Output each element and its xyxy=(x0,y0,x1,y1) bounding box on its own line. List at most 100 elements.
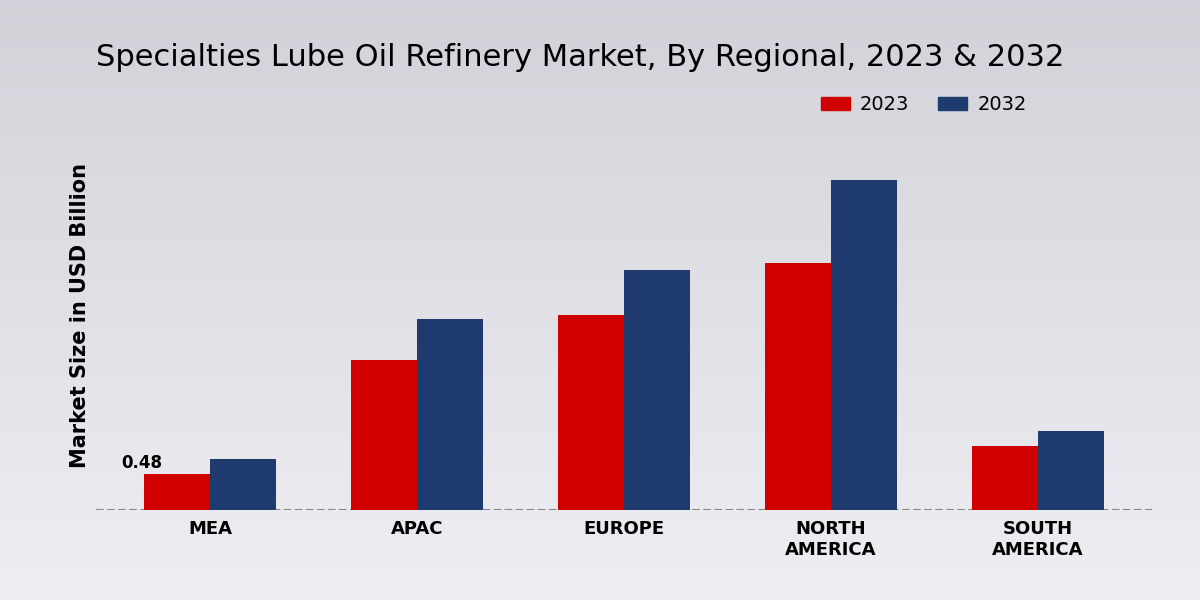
Bar xyxy=(0,102,1200,104)
Bar xyxy=(0,324,1200,326)
Text: Specialties Lube Oil Refinery Market, By Regional, 2023 & 2032: Specialties Lube Oil Refinery Market, By… xyxy=(96,43,1064,72)
Bar xyxy=(0,468,1200,470)
Bar xyxy=(0,26,1200,28)
Bar xyxy=(0,178,1200,180)
Bar xyxy=(0,446,1200,448)
Bar xyxy=(0,528,1200,530)
Bar xyxy=(0,426,1200,428)
Bar xyxy=(0,38,1200,40)
Bar xyxy=(0,184,1200,186)
Bar xyxy=(0,108,1200,110)
Bar xyxy=(0,248,1200,250)
Bar xyxy=(0,270,1200,272)
Bar xyxy=(0,512,1200,514)
Bar xyxy=(416,319,484,510)
Bar xyxy=(0,494,1200,496)
Bar xyxy=(0,96,1200,98)
Bar xyxy=(0,498,1200,500)
Bar xyxy=(0,414,1200,416)
Bar xyxy=(0,206,1200,208)
Bar xyxy=(0,556,1200,558)
Bar xyxy=(0,572,1200,574)
Bar xyxy=(0,32,1200,34)
Bar xyxy=(0,256,1200,258)
Bar xyxy=(0,224,1200,226)
Bar xyxy=(0,578,1200,580)
Bar xyxy=(0,374,1200,376)
Bar xyxy=(0,238,1200,240)
Bar xyxy=(0,398,1200,400)
Bar xyxy=(0,402,1200,404)
Bar xyxy=(0,350,1200,352)
Bar xyxy=(0,580,1200,582)
Bar xyxy=(0,52,1200,54)
Bar xyxy=(0,282,1200,284)
Bar xyxy=(0,366,1200,368)
Bar xyxy=(0,508,1200,510)
Bar xyxy=(0,2,1200,4)
Bar xyxy=(0,488,1200,490)
Bar xyxy=(0,576,1200,578)
Bar xyxy=(0,232,1200,234)
Bar xyxy=(0,4,1200,6)
Bar xyxy=(0,554,1200,556)
Bar xyxy=(0,8,1200,10)
Bar xyxy=(0,214,1200,216)
Bar xyxy=(0,166,1200,168)
Bar xyxy=(0,300,1200,302)
Bar xyxy=(0,436,1200,438)
Bar xyxy=(0,428,1200,430)
Bar xyxy=(0,404,1200,406)
Bar xyxy=(0,246,1200,248)
Bar xyxy=(0,388,1200,390)
Bar xyxy=(0,364,1200,366)
Bar xyxy=(0,566,1200,568)
Bar xyxy=(0,226,1200,228)
Bar xyxy=(0,46,1200,48)
Bar xyxy=(0,534,1200,536)
Bar xyxy=(0,352,1200,354)
Bar xyxy=(0,342,1200,344)
Bar xyxy=(0,570,1200,572)
Bar xyxy=(0,172,1200,174)
Bar xyxy=(0,154,1200,156)
Bar xyxy=(0,558,1200,560)
Bar xyxy=(0,222,1200,224)
Bar xyxy=(0,12,1200,14)
Bar xyxy=(0,208,1200,210)
Bar xyxy=(0,200,1200,202)
Bar xyxy=(0,6,1200,8)
Bar xyxy=(0,348,1200,350)
Y-axis label: Market Size in USD Billion: Market Size in USD Billion xyxy=(71,163,90,467)
Bar xyxy=(0,218,1200,220)
Bar xyxy=(0,304,1200,306)
Bar xyxy=(0,66,1200,68)
Bar xyxy=(0,60,1200,62)
Bar xyxy=(0,276,1200,278)
Bar xyxy=(0,14,1200,16)
Bar xyxy=(0,74,1200,76)
Bar xyxy=(0,136,1200,138)
Bar xyxy=(0,562,1200,564)
Bar xyxy=(972,446,1038,510)
Bar xyxy=(0,100,1200,102)
Bar xyxy=(0,216,1200,218)
Bar xyxy=(0,482,1200,484)
Bar xyxy=(0,162,1200,164)
Bar xyxy=(0,274,1200,276)
Bar xyxy=(0,260,1200,262)
Bar xyxy=(0,104,1200,106)
Bar xyxy=(0,368,1200,370)
Bar xyxy=(0,574,1200,576)
Bar xyxy=(0,250,1200,252)
Bar xyxy=(0,552,1200,554)
Bar xyxy=(0,540,1200,542)
Bar xyxy=(0,170,1200,172)
Bar xyxy=(0,62,1200,64)
Bar xyxy=(0,462,1200,464)
Bar xyxy=(0,312,1200,314)
Bar xyxy=(0,522,1200,524)
Bar xyxy=(0,306,1200,308)
Bar xyxy=(0,254,1200,256)
Bar xyxy=(0,252,1200,254)
